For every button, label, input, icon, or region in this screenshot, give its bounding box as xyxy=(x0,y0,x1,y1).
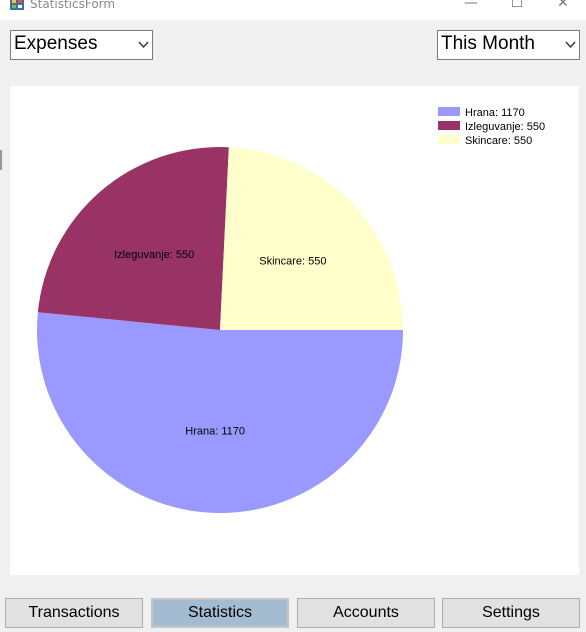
pie-label-skincare: Skincare: 550 xyxy=(259,256,326,268)
chevron-down-icon xyxy=(565,41,576,49)
legend-label-hrana: Hrana: 1170 xyxy=(465,107,525,119)
period-dropdown[interactable]: This Month xyxy=(437,30,580,60)
statistics-button[interactable]: Statistics xyxy=(151,598,289,628)
legend-swatch-hrana xyxy=(438,107,460,116)
title-bar: StatisticsForm — ☐ ✕ xyxy=(0,0,586,20)
app-icon xyxy=(10,0,24,10)
close-button[interactable]: ✕ xyxy=(557,0,569,11)
chevron-down-icon xyxy=(138,41,149,49)
settings-button[interactable]: Settings xyxy=(442,598,580,628)
pie-chart-panel: Hrana: 1170 Izleguvanje: 550 Skincare: 550… xyxy=(10,86,579,575)
pie-label-izleguvanje: Izleguvanje: 550 xyxy=(114,249,194,261)
window-edge xyxy=(0,150,2,170)
period-dropdown-value: This Month xyxy=(441,33,535,54)
legend-swatch-skincare xyxy=(438,135,460,144)
legend-swatch-izleguvanje xyxy=(438,121,460,130)
pie-slice-skincare xyxy=(220,147,403,330)
minimize-button[interactable]: — xyxy=(464,0,478,11)
type-dropdown[interactable]: Expenses xyxy=(10,30,153,60)
legend-label-izleguvanje: Izleguvanje: 550 xyxy=(465,121,545,133)
pie-slice-izleguvanje xyxy=(37,146,229,330)
window-title: StatisticsForm xyxy=(30,0,116,11)
maximize-button[interactable]: ☐ xyxy=(510,0,524,11)
pie-slice-hrana xyxy=(36,312,403,514)
transactions-button[interactable]: Transactions xyxy=(5,598,143,628)
chart-legend: Hrana: 1170 Izleguvanje: 550 Skincare: 550 xyxy=(438,107,545,147)
pie-chart: Hrana: 1170 Izleguvanje: 550 Skincare: 550… xyxy=(36,107,545,514)
type-dropdown-value: Expenses xyxy=(14,33,98,54)
accounts-button[interactable]: Accounts xyxy=(297,598,435,628)
pie-label-hrana: Hrana: 1170 xyxy=(185,426,245,438)
legend-label-skincare: Skincare: 550 xyxy=(465,135,532,147)
